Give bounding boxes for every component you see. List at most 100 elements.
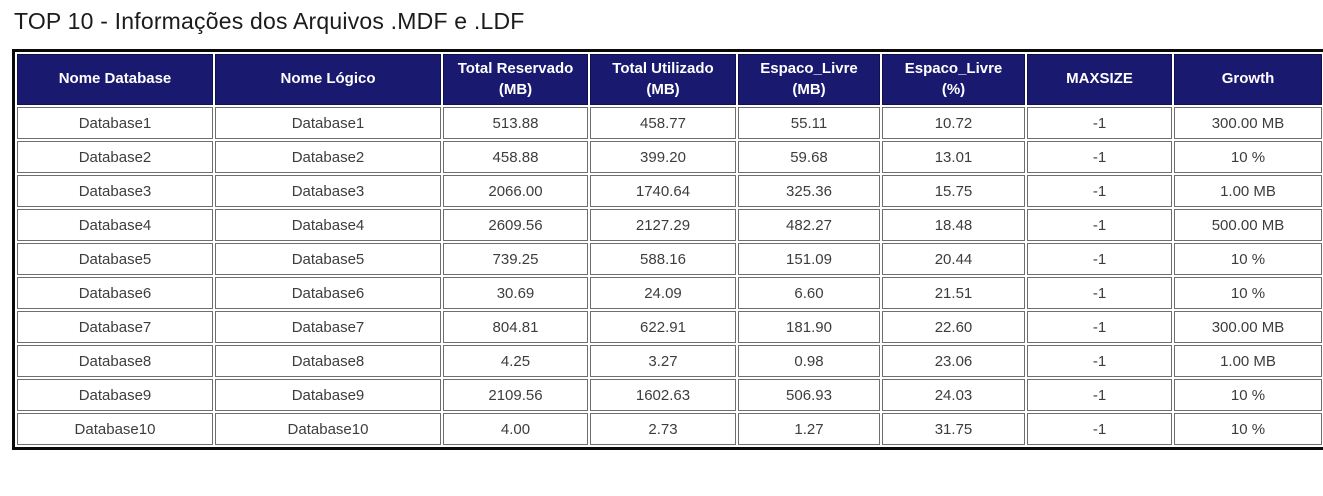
table-cell: -1 xyxy=(1027,141,1172,173)
table-cell: 24.03 xyxy=(882,379,1025,411)
table-cell: 300.00 MB xyxy=(1174,107,1322,139)
table-cell: Database7 xyxy=(17,311,213,343)
table-cell: -1 xyxy=(1027,243,1172,275)
table-cell: 739.25 xyxy=(443,243,588,275)
table-cell: 0.98 xyxy=(738,345,880,377)
table-cell: Database9 xyxy=(215,379,441,411)
table-cell: Database8 xyxy=(17,345,213,377)
table-cell: 1602.63 xyxy=(590,379,736,411)
table-row: Database2 Database2 458.88 399.20 59.68 13.01… xyxy=(17,141,1322,173)
table-cell: Database6 xyxy=(215,277,441,309)
table-cell: 24.09 xyxy=(590,277,736,309)
table-cell: Database1 xyxy=(17,107,213,139)
table-cell: 2066.00 xyxy=(443,175,588,207)
table-cell: Database10 xyxy=(17,413,213,445)
table-cell: 399.20 xyxy=(590,141,736,173)
column-header: Espaco_Livre (MB) xyxy=(738,54,880,105)
table-cell: Database1 xyxy=(215,107,441,139)
column-header: Espaco_Livre (%) xyxy=(882,54,1025,105)
table-cell: -1 xyxy=(1027,379,1172,411)
table-cell: 10.72 xyxy=(882,107,1025,139)
table-cell: Database5 xyxy=(17,243,213,275)
table-cell: 1.27 xyxy=(738,413,880,445)
table-cell: 325.36 xyxy=(738,175,880,207)
table-cell: 500.00 MB xyxy=(1174,209,1322,241)
table-row: Database3 Database3 2066.00 1740.64 325.36 15… xyxy=(17,175,1322,207)
table-cell: 59.68 xyxy=(738,141,880,173)
table-cell: 15.75 xyxy=(882,175,1025,207)
table-cell: 20.44 xyxy=(882,243,1025,275)
table-cell: Database3 xyxy=(17,175,213,207)
database-files-table: Nome Database Nome Lógico Total Reservado … xyxy=(12,49,1323,450)
table-cell: 506.93 xyxy=(738,379,880,411)
table-cell: 31.75 xyxy=(882,413,1025,445)
table-cell: -1 xyxy=(1027,175,1172,207)
table-cell: 1.00 MB xyxy=(1174,345,1322,377)
table-cell: 21.51 xyxy=(882,277,1025,309)
table-cell: 23.06 xyxy=(882,345,1025,377)
table-cell: -1 xyxy=(1027,413,1172,445)
table-cell: 151.09 xyxy=(738,243,880,275)
table-cell: 2109.56 xyxy=(443,379,588,411)
table-cell: 458.88 xyxy=(443,141,588,173)
table-cell: 2127.29 xyxy=(590,209,736,241)
table-cell: 300.00 MB xyxy=(1174,311,1322,343)
table-cell: Database4 xyxy=(215,209,441,241)
table-cell: 10 % xyxy=(1174,277,1322,309)
table-cell: 2.73 xyxy=(590,413,736,445)
table-cell: 622.91 xyxy=(590,311,736,343)
table-cell: 30.69 xyxy=(443,277,588,309)
table-cell: 4.00 xyxy=(443,413,588,445)
table-row: Database1 Database1 513.88 458.77 55.11 10.72… xyxy=(17,107,1322,139)
table-row: Database9 Database9 2109.56 1602.63 506.93 24… xyxy=(17,379,1322,411)
table-cell: 10 % xyxy=(1174,413,1322,445)
table-cell: Database2 xyxy=(17,141,213,173)
table-cell: -1 xyxy=(1027,277,1172,309)
table-cell: 55.11 xyxy=(738,107,880,139)
table-cell: -1 xyxy=(1027,311,1172,343)
table-cell: Database6 xyxy=(17,277,213,309)
table-cell: 804.81 xyxy=(443,311,588,343)
table-cell: -1 xyxy=(1027,345,1172,377)
table-cell: 513.88 xyxy=(443,107,588,139)
table-cell: 22.60 xyxy=(882,311,1025,343)
table-cell: Database8 xyxy=(215,345,441,377)
table-cell: 588.16 xyxy=(590,243,736,275)
column-header: Nome Database xyxy=(17,54,213,105)
table-cell: 458.77 xyxy=(590,107,736,139)
table-cell: 18.48 xyxy=(882,209,1025,241)
table-cell: -1 xyxy=(1027,209,1172,241)
table-body: Database1 Database1 513.88 458.77 55.11 10.72… xyxy=(17,107,1322,445)
table-row: Database8 Database8 4.25 3.27 0.98 23.06 -1 1.0… xyxy=(17,345,1322,377)
table-cell: Database4 xyxy=(17,209,213,241)
table-cell: 1.00 MB xyxy=(1174,175,1322,207)
table-cell: 4.25 xyxy=(443,345,588,377)
table-cell: 10 % xyxy=(1174,379,1322,411)
table-cell: 482.27 xyxy=(738,209,880,241)
column-header: MAXSIZE xyxy=(1027,54,1172,105)
table-row: Database6 Database6 30.69 24.09 6.60 21.51 -1 1… xyxy=(17,277,1322,309)
table-cell: Database9 xyxy=(17,379,213,411)
table-cell: 181.90 xyxy=(738,311,880,343)
table-header-row: Nome Database Nome Lógico Total Reservado … xyxy=(17,54,1322,105)
table-cell: 13.01 xyxy=(882,141,1025,173)
table-cell: Database3 xyxy=(215,175,441,207)
table-cell: Database7 xyxy=(215,311,441,343)
table-cell: 10 % xyxy=(1174,243,1322,275)
column-header: Total Utilizado (MB) xyxy=(590,54,736,105)
table-row: Database10 Database10 4.00 2.73 1.27 31.75 -1 1… xyxy=(17,413,1322,445)
column-header: Growth xyxy=(1174,54,1322,105)
table-cell: Database2 xyxy=(215,141,441,173)
table-cell: Database5 xyxy=(215,243,441,275)
table-row: Database5 Database5 739.25 588.16 151.09 20.4… xyxy=(17,243,1322,275)
column-header: Total Reservado (MB) xyxy=(443,54,588,105)
table-cell: 10 % xyxy=(1174,141,1322,173)
column-header: Nome Lógico xyxy=(215,54,441,105)
table-cell: 6.60 xyxy=(738,277,880,309)
page-title: TOP 10 - Informações dos Arquivos .MDF e… xyxy=(14,8,525,34)
table-cell: Database10 xyxy=(215,413,441,445)
table-cell: 2609.56 xyxy=(443,209,588,241)
table-row: Database7 Database7 804.81 622.91 181.90 22.6… xyxy=(17,311,1322,343)
table-row: Database4 Database4 2609.56 2127.29 482.27 18… xyxy=(17,209,1322,241)
